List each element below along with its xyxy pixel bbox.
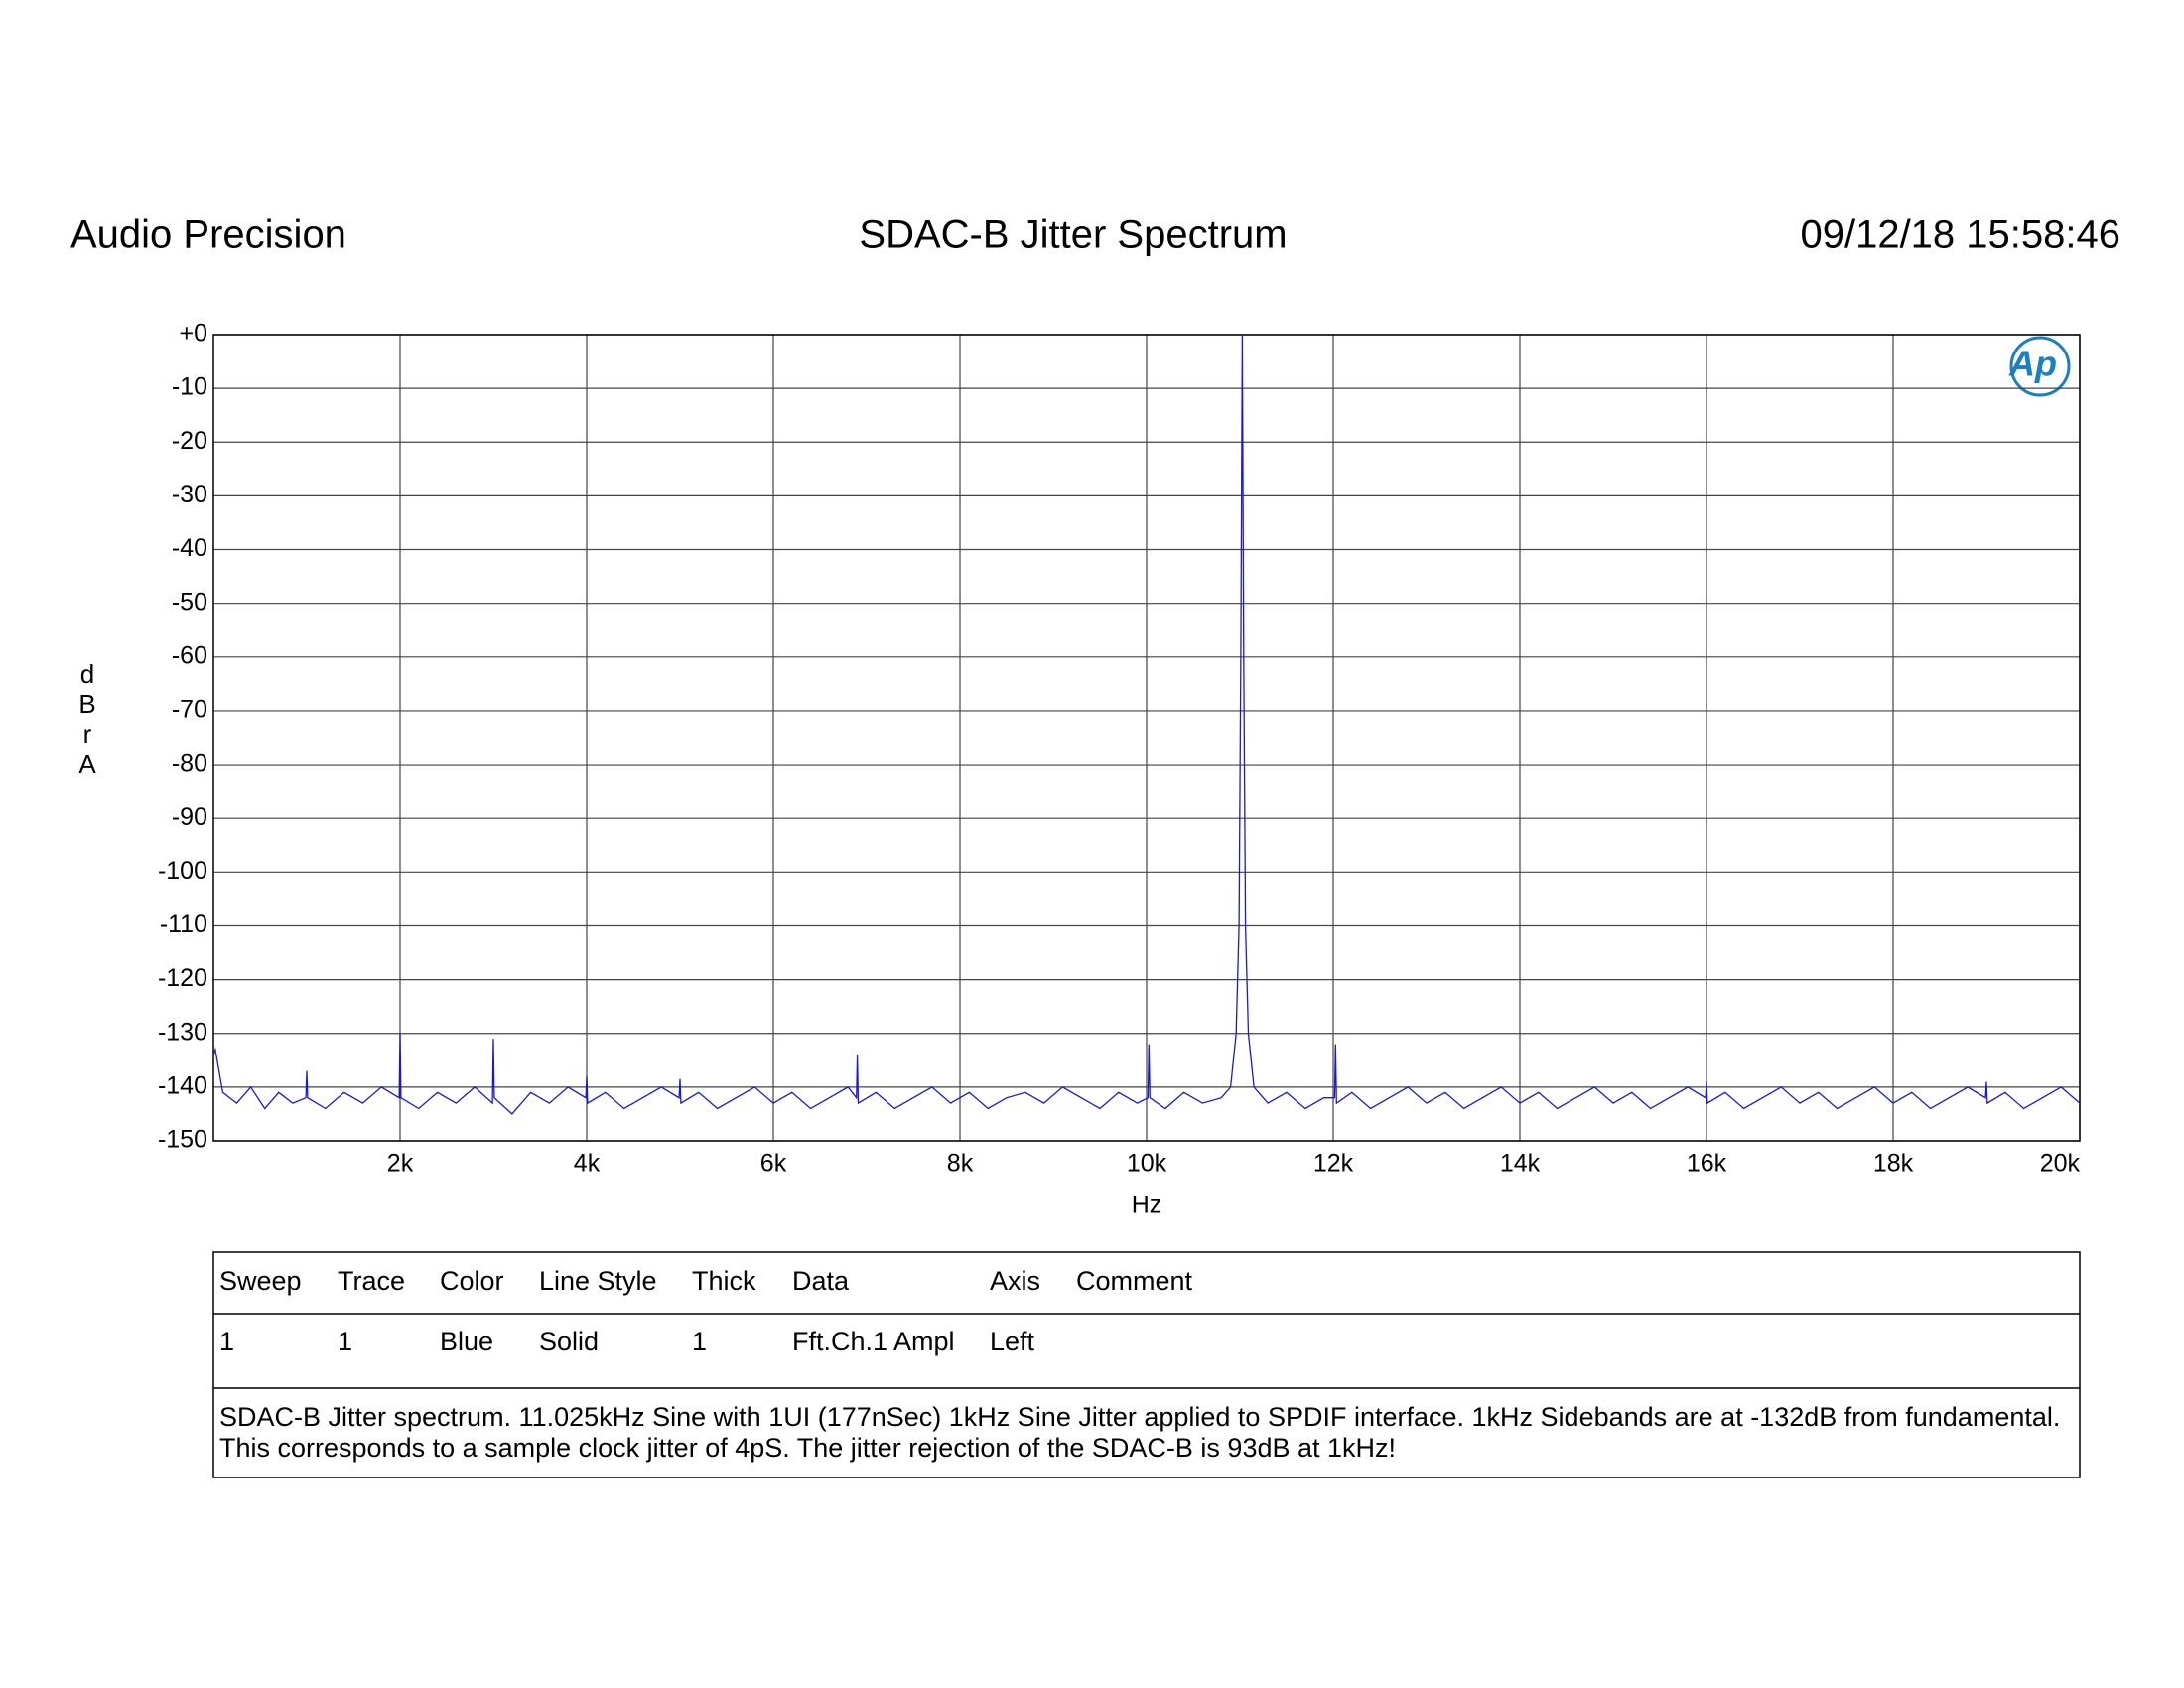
- y-axis-label: dBr A: [78, 659, 98, 778]
- x-tick-label: 10k: [1127, 1150, 1167, 1178]
- x-tick-label: 18k: [1873, 1150, 1914, 1178]
- table-cell: Blue: [440, 1327, 493, 1356]
- x-tick-label: 20k: [2040, 1150, 2081, 1178]
- table-header: Line Style: [539, 1266, 657, 1296]
- y-tick-label: -40: [172, 534, 207, 562]
- table-cell: Fft.Ch.1 Ampl: [792, 1327, 955, 1356]
- x-axis-label: Hz: [1132, 1192, 1162, 1219]
- table-cell: 1: [338, 1327, 352, 1356]
- x-tick-label: 8k: [947, 1150, 974, 1178]
- plot-frame: [212, 334, 2081, 1142]
- y-tick-label: -100: [158, 857, 207, 885]
- x-tick-label: 12k: [1313, 1150, 1354, 1178]
- table-note: This corresponds to a sample clock jitte…: [219, 1433, 1396, 1463]
- table-header: Thick: [692, 1266, 756, 1296]
- table-frame: [212, 1251, 2081, 1478]
- y-tick-label: -10: [172, 373, 207, 401]
- table-header: Axis: [990, 1266, 1040, 1296]
- table-header: Sweep: [219, 1266, 302, 1296]
- y-tick-label: -120: [158, 964, 207, 992]
- table-cell: 1: [219, 1327, 234, 1356]
- x-tick-label: 16k: [1687, 1150, 1727, 1178]
- y-tick-label: -20: [172, 427, 207, 455]
- y-tick-label: -130: [158, 1018, 207, 1046]
- logo: Ap: [2008, 344, 2057, 384]
- y-tick-label: +0: [179, 320, 207, 348]
- y-tick-label: -70: [172, 696, 207, 724]
- brand: Audio Precision: [70, 213, 346, 257]
- y-tick-label: -90: [172, 803, 207, 831]
- table-header: Color: [440, 1266, 504, 1296]
- y-tick-label: -80: [172, 750, 207, 777]
- x-tick-label: 14k: [1500, 1150, 1541, 1178]
- spectrum-line: [212, 334, 2081, 1115]
- x-tick-label: 4k: [574, 1150, 601, 1178]
- table-cell: Solid: [539, 1327, 599, 1356]
- table-cell: 1: [692, 1327, 707, 1356]
- table-header: Data: [792, 1266, 850, 1296]
- y-tick-label: -30: [172, 481, 207, 508]
- x-tick-label: 2k: [387, 1150, 414, 1178]
- logo-ring: [2009, 336, 2071, 397]
- y-tick-label: -140: [158, 1071, 207, 1099]
- y-tick-label: -150: [158, 1126, 207, 1154]
- table-note: SDAC-B Jitter spectrum. 11.025kHz Sine w…: [219, 1402, 2060, 1432]
- chart-title: SDAC-B Jitter Spectrum: [859, 213, 1287, 257]
- x-tick-label: 6k: [760, 1150, 787, 1178]
- table-header: Trace: [338, 1266, 405, 1296]
- y-tick-label: -50: [172, 588, 207, 616]
- y-tick-label: -110: [160, 911, 207, 938]
- table-header: Comment: [1076, 1266, 1193, 1296]
- table-cell: Left: [990, 1327, 1035, 1356]
- y-tick-label: -60: [172, 641, 207, 669]
- timestamp: 09/12/18 15:58:46: [1800, 213, 2120, 257]
